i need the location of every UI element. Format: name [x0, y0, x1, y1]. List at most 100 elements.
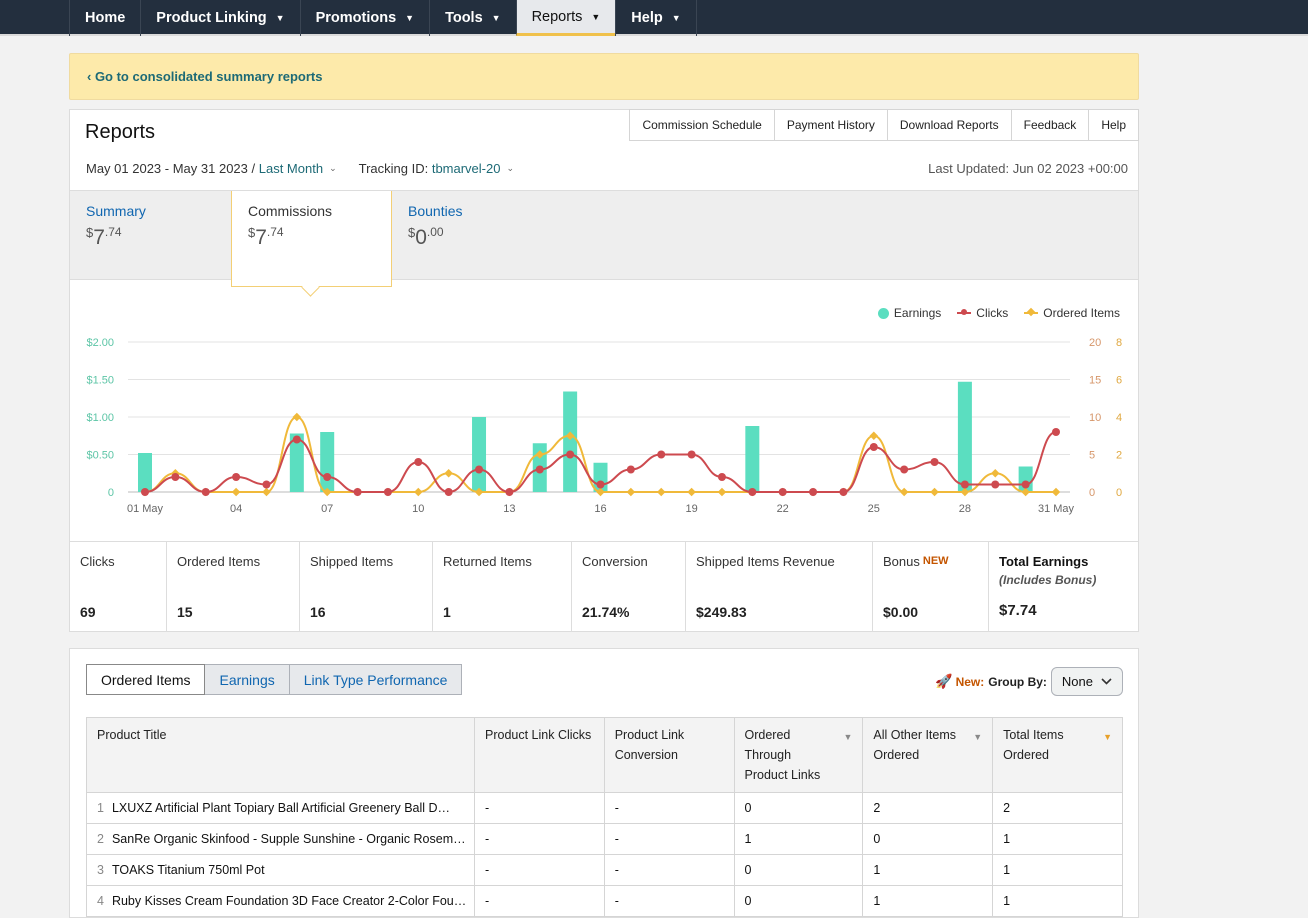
help-link[interactable]: Help [1089, 109, 1139, 141]
earnings-chart: Earnings Clicks Ordered Items 0 $0.50 $1.0… [70, 282, 1138, 542]
clicks-line-icon [957, 309, 972, 315]
date-preset-dropdown[interactable]: Last Month [258, 161, 324, 176]
group-by-select[interactable]: None [1050, 667, 1123, 696]
reports-panel: Reports Commission Schedule Payment Hist… [69, 109, 1139, 632]
chevron-down-icon: ⌄ [329, 163, 337, 173]
chevron-down-icon: ⌄ [506, 163, 515, 173]
nav-tools-label: Tools [445, 10, 483, 26]
tab-summary[interactable]: Summary $7.74 [70, 191, 231, 281]
tab-link-type-performance[interactable]: Link Type Performance [289, 664, 463, 695]
tab-commissions[interactable]: Commissions $7.74 [231, 191, 392, 287]
clicks-point [717, 473, 726, 481]
clicks-point [444, 488, 453, 496]
clicks-point [748, 488, 757, 496]
clicks-point [930, 458, 939, 466]
tab-summary-label: Summary [86, 203, 146, 219]
clicks-point [1021, 480, 1030, 489]
tracking-id-dropdown[interactable]: tbmarvel-20 [431, 161, 501, 176]
y-right2-tick-label: 0 [1116, 487, 1122, 499]
ordered-items-point [1051, 487, 1061, 497]
ordered-items-point [687, 487, 696, 497]
legend-clicks[interactable]: Clicks [957, 306, 1008, 320]
payment-history-link[interactable]: Payment History [774, 109, 888, 141]
col-product-title[interactable]: Product Title [86, 717, 475, 793]
ordered-items-point [960, 487, 970, 497]
ordered-items-table: Product Title Product Link Clicks Produc… [86, 717, 1123, 917]
clicks-point [839, 488, 848, 496]
clicks-point [141, 488, 149, 496]
clicks-point [778, 488, 787, 496]
y-left-tick-label: $1.50 [86, 375, 114, 387]
tab-bounties-label: Bounties [408, 203, 463, 219]
clicks-point [323, 473, 332, 481]
ordered-items-point [596, 487, 605, 497]
tab-ordered-items[interactable]: Ordered Items [86, 664, 206, 695]
tab-bounties[interactable]: Bounties $0.00 [392, 191, 553, 281]
x-tick-label: 28 [959, 503, 971, 515]
legend-earnings[interactable]: Earnings [877, 306, 941, 320]
clicks-point [505, 488, 514, 496]
nav-home-label: Home [85, 10, 126, 26]
caret-down-icon: ▼ [491, 13, 501, 23]
x-tick-label: 10 [412, 503, 424, 515]
x-tick-label: 01 May [127, 503, 164, 515]
col-product-link-conversion[interactable]: Product Link Conversion [603, 717, 735, 793]
earnings-bar [289, 433, 304, 492]
ordered-items-point [474, 487, 484, 497]
clicks-point [596, 480, 605, 489]
clicks-point [566, 450, 575, 459]
y-right-tick-label: 15 [1089, 375, 1101, 387]
feedback-link[interactable]: Feedback [1011, 109, 1090, 141]
ordered-items-point [444, 469, 453, 478]
download-reports-link[interactable]: Download Reports [887, 109, 1012, 141]
chart-plot: 0 $0.50 $1.00 $1.50 $2.00 0 5 10 15 20 0 2 4 6 8 01 May… [86, 337, 1122, 515]
y-left-tick-label: $1.00 [86, 412, 114, 424]
report-links: Commission Schedule Payment History Down… [629, 109, 1139, 141]
y-right-tick-label: 0 [1089, 487, 1095, 499]
nav-reports-label: Reports [531, 8, 583, 25]
earnings-bar [320, 432, 335, 492]
x-tick-label: 25 [868, 503, 880, 515]
nav-product-linking[interactable]: Product Linking ▼ [140, 0, 299, 36]
nav-help[interactable]: Help ▼ [615, 0, 697, 36]
product-title-link[interactable]: LXUXZ Artificial Plant Topiary Ball Arti… [111, 801, 451, 815]
date-range: May 01 2023 - May 31 2023 / [86, 161, 256, 176]
group-by: 🚀 New: Group By: None [935, 667, 1123, 696]
earnings-dot-icon [877, 307, 889, 319]
earnings-bar [472, 417, 487, 492]
nav-reports[interactable]: Reports ▼ [515, 0, 616, 36]
clicks-point [292, 435, 301, 444]
ordered-items-point [626, 487, 636, 497]
y-right2-tick-label: 2 [1116, 450, 1122, 462]
x-tick-label: 19 [685, 503, 697, 515]
commission-schedule-link[interactable]: Commission Schedule [629, 109, 775, 141]
x-tick-label: 22 [777, 503, 789, 515]
product-title-link[interactable]: TOAKS Titanium 750ml Pot [111, 863, 265, 877]
nav-promotions[interactable]: Promotions ▼ [299, 0, 429, 36]
col-total-items[interactable]: Total Items Ordered ▼ [992, 717, 1123, 793]
ordered-items-point [869, 431, 879, 440]
nav-tools[interactable]: Tools ▼ [429, 0, 516, 36]
tab-earnings[interactable]: Earnings [205, 664, 290, 695]
earnings-bar [138, 453, 152, 492]
y-right-tick-label: 20 [1089, 337, 1101, 349]
col-other-items[interactable]: All Other Items Ordered ▼ [862, 717, 994, 793]
rocket-icon: 🚀 [935, 673, 953, 689]
legend-ordered[interactable]: Ordered Items [1024, 306, 1120, 320]
items-tabs: Ordered Items Earnings Link Type Perform… [86, 664, 463, 695]
earnings-bar [957, 381, 972, 492]
product-title-link[interactable]: Ruby Kisses Cream Foundation 3D Face Cre… [111, 894, 467, 908]
bounties-amount: $0.00 [408, 225, 444, 249]
y-left-tick-label: $0.50 [86, 450, 114, 462]
col-product-link-clicks[interactable]: Product Link Clicks [474, 717, 605, 793]
col-ordered-through[interactable]: Ordered Through Product Links ▼ [733, 717, 864, 793]
product-title-link[interactable]: SanRe Organic Skinfood - Supple Sunshine… [111, 832, 466, 846]
consolidated-summary-link[interactable]: ‹ Go to consolidated summary reports [87, 69, 323, 84]
caret-down-icon: ▼ [671, 13, 681, 23]
clicks-point [687, 450, 696, 459]
x-tick-label: 07 [321, 503, 333, 515]
sort-active-icon: ▼ [1103, 732, 1112, 742]
stat-shipped-revenue: Shipped Items Revenue $249.83 [686, 542, 873, 632]
clicks-point [626, 465, 635, 474]
nav-home[interactable]: Home [69, 0, 140, 36]
